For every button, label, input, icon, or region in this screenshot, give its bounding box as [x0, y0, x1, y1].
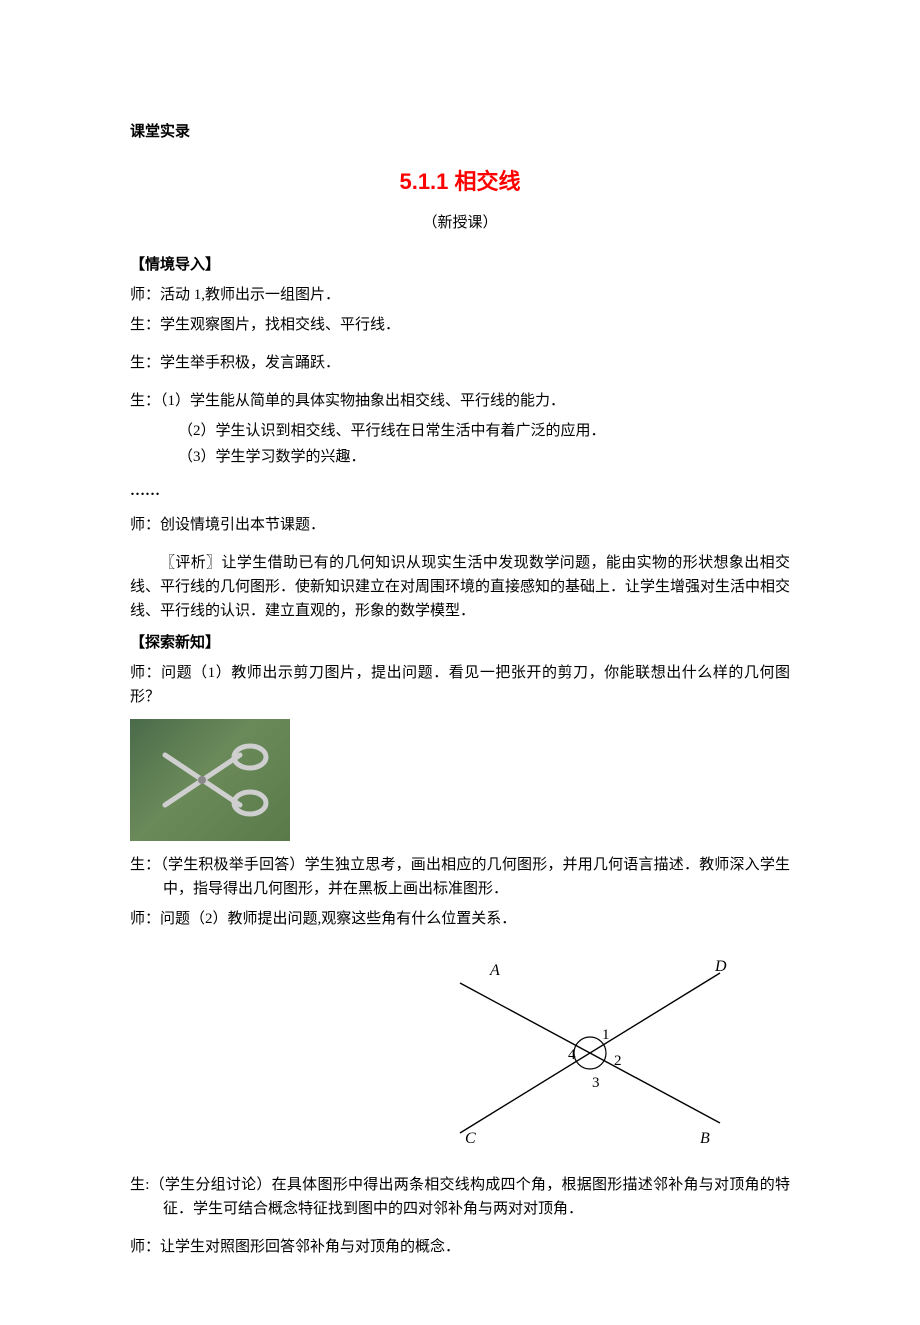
diagram-label-b: B: [700, 1130, 710, 1147]
dialogue-line: 生：学生观察图片，找相交线、平行线．: [130, 313, 790, 337]
diagram-label-a: A: [489, 962, 500, 979]
diagram-label-3: 3: [592, 1075, 600, 1091]
section-heading-explore: 【探索新知】: [130, 631, 790, 655]
diagram-label-c: C: [465, 1130, 476, 1147]
diagram-label-1: 1: [602, 1027, 610, 1043]
ellipsis: ……: [130, 479, 790, 503]
dialogue-line: 师：问题（2）教师提出问题,观察这些角有什么位置关系．: [130, 907, 790, 931]
dialogue-line: 生：学生举手积极，发言踊跃．: [130, 351, 790, 375]
analysis-paragraph: 〖评析〗让学生借助已有的几何知识从现实生活中发现数学问题，能由实物的形状想象出相…: [130, 551, 790, 623]
dialogue-line-indent: （2）学生认识到相交线、平行线在日常生活中有着广泛的应用．: [130, 419, 790, 443]
diagram-label-2: 2: [614, 1053, 622, 1069]
dialogue-line: 师：创设情境引出本节课题．: [130, 513, 790, 537]
scissors-icon: [145, 735, 275, 825]
subtitle: （新授课）: [130, 211, 790, 235]
dialogue-line: 师：问题（1）教师出示剪刀图片，提出问题．看见一把张开的剪刀，你能联想出什么样的…: [130, 661, 790, 709]
scissors-image: [130, 719, 290, 841]
dialogue-line: 师：活动 1,教师出示一组图片．: [130, 283, 790, 307]
diagram-label-4: 4: [568, 1047, 576, 1063]
header-label: 课堂实录: [130, 120, 790, 144]
dialogue-line: 生：（1）学生能从简单的具体实物抽象出相交线、平行线的能力．: [130, 389, 790, 413]
diagram-line-cd: [460, 973, 720, 1133]
intersecting-lines-diagram: A D C B 1 2 3 4: [130, 943, 750, 1153]
dialogue-line-indent: （3）学生学习数学的兴趣．: [130, 445, 790, 469]
page-title: 5.1.1 相交线: [130, 164, 790, 199]
dialogue-line: 生：（学生积极举手回答）学生独立思考，画出相应的几何图形，并用几何语言描述．教师…: [130, 853, 790, 901]
dialogue-line: 师：让学生对照图形回答邻补角与对顶角的概念．: [130, 1235, 790, 1259]
section-heading-intro: 【情境导入】: [130, 253, 790, 277]
diagram-label-d: D: [714, 958, 727, 975]
dialogue-line: 生:（学生分组讨论）在具体图形中得出两条相交线构成四个角，根据图形描述邻补角与对…: [130, 1173, 790, 1221]
